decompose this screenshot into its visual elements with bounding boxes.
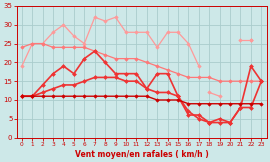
X-axis label: Vent moyen/en rafales ( km/h ): Vent moyen/en rafales ( km/h ) [75,150,208,159]
